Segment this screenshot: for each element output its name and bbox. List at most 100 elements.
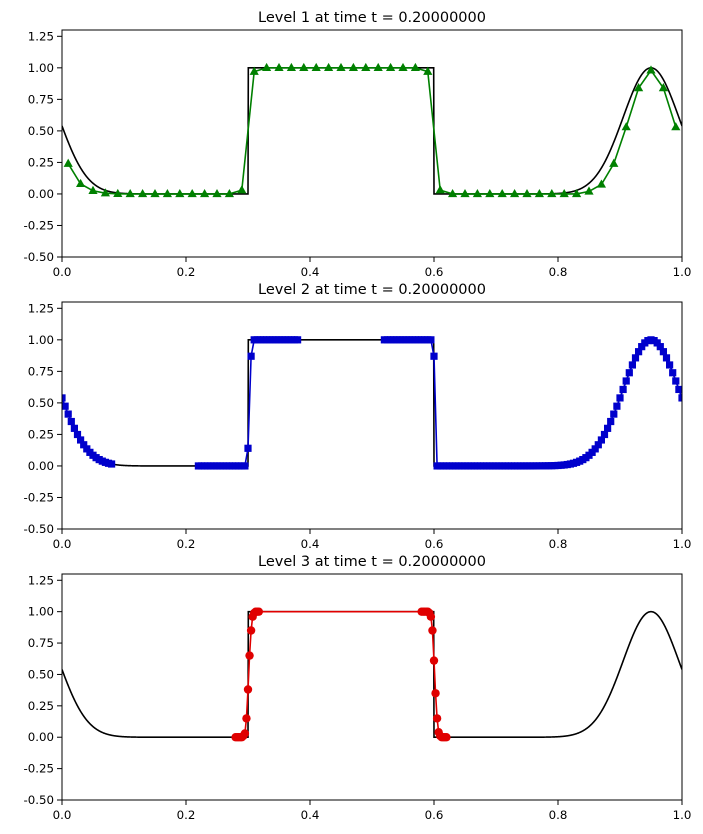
data-point xyxy=(299,62,309,72)
data-point xyxy=(240,729,250,738)
x-tick-label: 0.0 xyxy=(53,537,72,551)
y-tick-label: -0.25 xyxy=(23,762,54,776)
data-point xyxy=(559,188,569,198)
data-point xyxy=(610,410,618,418)
data-point xyxy=(609,158,619,167)
plot-area xyxy=(62,62,682,198)
data-point xyxy=(638,343,646,351)
data-point xyxy=(294,336,302,344)
data-point xyxy=(162,188,172,198)
x-tick-label: 0.0 xyxy=(53,265,72,279)
data-point xyxy=(628,361,636,369)
data-point xyxy=(62,402,69,410)
y-tick-label: -0.25 xyxy=(23,218,54,232)
data-point xyxy=(286,62,296,72)
y-tick-label: 0.75 xyxy=(28,364,54,378)
data-point xyxy=(125,188,135,198)
data-point xyxy=(77,436,85,444)
x-tick-label: 1.0 xyxy=(673,265,692,279)
data-point xyxy=(662,354,671,362)
data-point xyxy=(242,714,251,723)
data-point xyxy=(600,430,609,439)
data-point xyxy=(373,62,383,72)
subplot-level-3: Level 3 at time t = 0.20000000 0.0 0.2 0.4 0… xyxy=(23,554,691,822)
data-point xyxy=(635,348,643,356)
data-point xyxy=(73,430,82,439)
data-point xyxy=(619,385,627,394)
data-point xyxy=(472,188,482,198)
y-tick-label: 0.00 xyxy=(28,730,54,744)
x-tick-label: 0.6 xyxy=(425,808,444,822)
data-point xyxy=(426,612,436,621)
data-point xyxy=(596,179,606,188)
series-line xyxy=(67,67,677,195)
y-tick-label: -0.50 xyxy=(23,250,54,264)
data-point xyxy=(460,188,470,198)
data-point xyxy=(522,188,532,198)
data-point xyxy=(485,188,495,198)
data-point xyxy=(243,685,253,694)
data-point xyxy=(607,417,615,426)
x-tick-label: 0.8 xyxy=(549,265,568,279)
x-tick-label: 0.0 xyxy=(53,808,72,822)
x-tick-label: 0.4 xyxy=(301,537,320,551)
data-point xyxy=(672,377,680,385)
x-tick-label: 0.6 xyxy=(425,537,444,551)
data-point xyxy=(428,626,437,635)
y-tick-label: 1.25 xyxy=(28,573,54,587)
data-point xyxy=(324,62,334,72)
y-tick-label: 0.50 xyxy=(28,124,54,138)
data-point xyxy=(67,417,75,426)
data-point xyxy=(88,185,98,194)
data-point xyxy=(262,62,272,72)
data-point xyxy=(621,122,631,131)
y-tick-label: 0.75 xyxy=(28,636,54,650)
subplot-title: Level 1 at time t = 0.20000000 xyxy=(258,10,486,26)
y-tick-label: 1.00 xyxy=(28,605,54,619)
data-point xyxy=(430,352,438,360)
x-tick-label: 0.6 xyxy=(425,265,444,279)
data-point xyxy=(348,62,358,72)
data-point xyxy=(241,462,249,470)
data-point xyxy=(435,185,445,194)
y-tick-label: 0.25 xyxy=(28,699,54,713)
subplot-level-2: Level 2 at time t = 0.20000000 0.0 0.2 0.4 0… xyxy=(23,282,691,551)
data-point xyxy=(62,394,66,402)
data-point xyxy=(336,62,346,72)
data-point xyxy=(429,656,439,665)
data-point xyxy=(237,185,247,194)
y-tick-label: 1.00 xyxy=(28,333,54,347)
y-tick-label: -0.25 xyxy=(23,490,54,504)
data-point xyxy=(200,188,210,198)
data-point xyxy=(108,460,116,468)
data-point xyxy=(584,186,594,195)
y-tick-label: -0.50 xyxy=(23,793,54,807)
data-point xyxy=(63,158,73,167)
axes-frame xyxy=(61,301,683,530)
x-tick-label: 0.2 xyxy=(177,808,196,822)
series-line xyxy=(235,610,447,739)
y-tick-label: 0.00 xyxy=(28,459,54,473)
data-point xyxy=(678,394,682,402)
data-point xyxy=(625,369,633,377)
data-point xyxy=(646,65,656,74)
x-tick-label: 0.4 xyxy=(301,265,320,279)
axes-frame xyxy=(61,573,683,801)
data-point xyxy=(247,352,255,360)
data-point xyxy=(150,188,160,198)
data-point xyxy=(64,410,72,418)
data-point xyxy=(398,62,408,72)
y-tick-label: 0.50 xyxy=(28,667,54,681)
reference-curve xyxy=(62,339,682,467)
reference-curve xyxy=(62,67,682,195)
data-point xyxy=(138,188,148,198)
axes-frame xyxy=(61,29,683,258)
data-point xyxy=(448,188,458,198)
data-point xyxy=(669,369,677,377)
plot-area xyxy=(62,607,682,742)
x-tick-label: 0.4 xyxy=(301,808,320,822)
subplot-title: Level 2 at time t = 0.20000000 xyxy=(258,282,486,298)
data-point xyxy=(432,714,442,723)
data-point xyxy=(671,122,681,131)
